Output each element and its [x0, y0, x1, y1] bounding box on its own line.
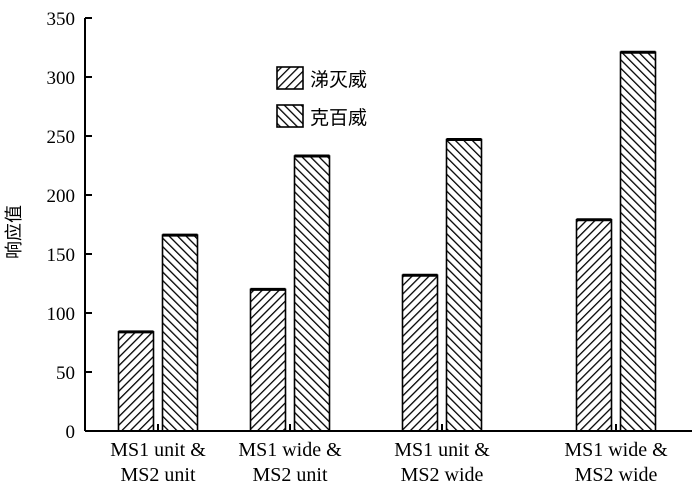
x-category-label: MS2 wide: [575, 464, 658, 481]
y-axis-ticks: 0 50 100 150 200 250 300 350: [47, 9, 92, 443]
bars-group: [117, 50, 657, 432]
bar-series1-cat4: [575, 218, 613, 432]
legend-label: 涕灭威: [310, 69, 367, 91]
y-tick-label: 200: [47, 186, 76, 207]
x-category-label: MS1 wide &: [238, 439, 342, 461]
y-tick-label: 100: [47, 304, 76, 325]
x-category-label: MS2 wide: [401, 464, 484, 481]
x-category-label: MS1 wide &: [564, 439, 668, 461]
legend-swatch: [276, 104, 304, 128]
y-axis-title: 响应值: [4, 205, 25, 259]
y-tick-label: 0: [66, 422, 76, 443]
x-category-label: MS1 unit &: [110, 439, 206, 461]
y-tick-label: 350: [47, 9, 76, 30]
legend-label: 克百威: [310, 107, 367, 129]
x-category-label: MS1 unit &: [394, 439, 490, 461]
bar-series2-cat2: [293, 155, 331, 432]
x-category-label: MS2 unit: [120, 464, 195, 481]
x-category-label: MS2 unit: [252, 464, 327, 481]
y-tick-label: 150: [47, 245, 76, 266]
legend-swatch: [276, 66, 304, 90]
bar-series1-cat3: [401, 274, 439, 432]
x-axis-category-labels: MS1 unit & MS2 unit MS1 wide & MS2 unit MS1 …: [110, 424, 668, 481]
bar-series2-cat1: [161, 234, 199, 432]
bar-series2-cat4: [619, 51, 657, 432]
y-tick-label: 50: [56, 363, 75, 384]
bar-series1-cat1: [117, 331, 155, 432]
y-tick-label: 250: [47, 127, 76, 148]
y-tick-label: 300: [47, 68, 76, 89]
bar-series2-cat3: [445, 138, 483, 432]
bar-series1-cat2: [249, 288, 287, 432]
